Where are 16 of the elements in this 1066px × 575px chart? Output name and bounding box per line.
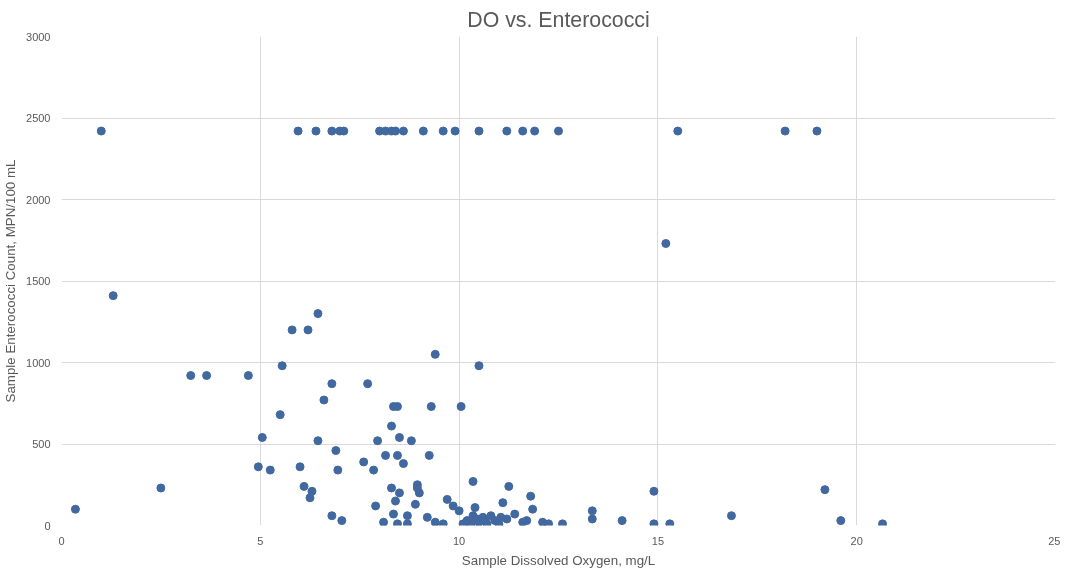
x-axis-title: Sample Dissolved Oxygen, mg/L	[461, 552, 656, 568]
y-axis-title: Sample Enterococci Count, MPN/100 mL	[3, 159, 19, 403]
y-tick-label: 1000	[26, 356, 51, 369]
x-tick-label: 25	[1048, 534, 1061, 547]
y-tick-label: 1500	[26, 275, 51, 287]
y-tick-label: 0	[44, 519, 51, 532]
y-tick-label: 2000	[26, 193, 51, 206]
y-tick-label: 2500	[26, 112, 51, 124]
x-tick-label: 0	[58, 534, 65, 547]
x-tick-label: 20	[850, 534, 863, 547]
x-tick-label: 15	[651, 534, 665, 547]
x-tick-label: 5	[257, 534, 264, 547]
y-tick-label: 3000	[26, 30, 51, 43]
x-tick-label: 10	[452, 534, 466, 547]
y-tick-label: 500	[32, 438, 51, 450]
chart-title: DO vs. Enterococci	[467, 7, 650, 32]
